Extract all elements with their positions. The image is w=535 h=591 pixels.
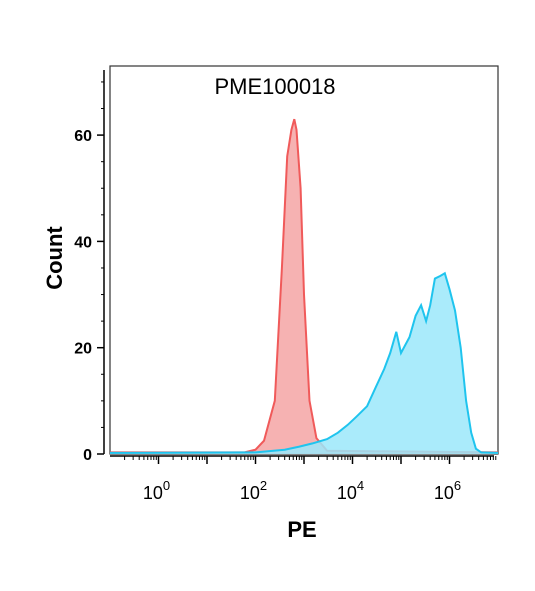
x-tick-label: 106 — [434, 478, 461, 503]
y-tick-label: 60 — [74, 128, 92, 145]
x-tick-label: 100 — [143, 478, 170, 503]
histogram-outline-1 — [110, 118, 499, 454]
histogram-area-1 — [110, 119, 498, 454]
histogram-area-2 — [110, 273, 498, 454]
histogram-outline-2 — [109, 271, 499, 454]
x-tick-label: 102 — [240, 478, 267, 503]
y-tick-label: 0 — [83, 447, 92, 464]
y-tick-label: 20 — [74, 341, 92, 358]
x-axis-title: PE — [287, 517, 316, 542]
y-tick-label: 40 — [74, 234, 92, 251]
axis-layer: 0 20 40 60 100 102 104 106 — [74, 70, 497, 503]
series-layer — [109, 118, 499, 454]
y-axis-title: Count — [42, 226, 67, 290]
x-tick-label: 104 — [337, 478, 364, 503]
chart-title: PME100018 — [214, 74, 335, 99]
